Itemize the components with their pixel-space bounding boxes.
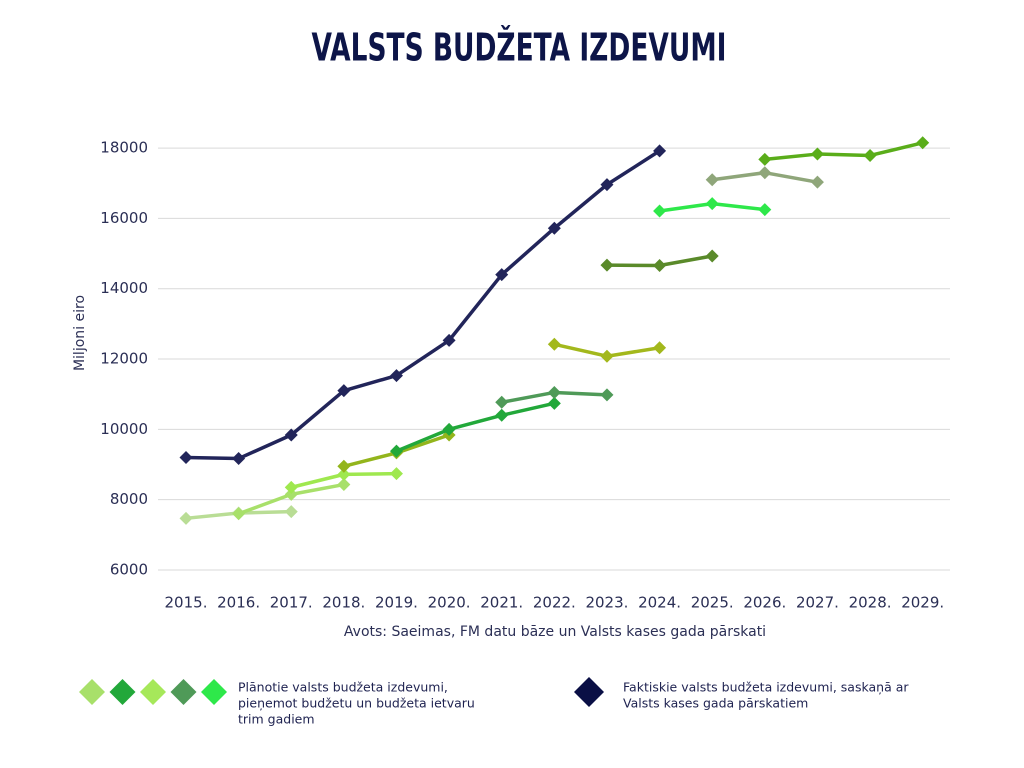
x-tick-label: 2015. xyxy=(165,594,208,612)
point-marker xyxy=(337,478,351,492)
legend-label: pieņemot budžetu un budžeta ietvaru xyxy=(238,696,475,711)
chart-title: VALSTS BUDŽETA IZDEVUMI xyxy=(312,26,727,70)
x-tick-label: 2018. xyxy=(322,594,365,612)
y-tick-label: 18000 xyxy=(100,139,148,157)
point-marker xyxy=(442,422,456,436)
point-marker xyxy=(284,428,298,442)
point-marker xyxy=(600,178,614,192)
point-marker xyxy=(705,249,719,263)
point-marker xyxy=(337,467,351,481)
legend-label: Valsts kases gada pārskatiem xyxy=(623,696,808,711)
x-tick-label: 2026. xyxy=(743,594,786,612)
x-tick-label: 2029. xyxy=(901,594,944,612)
point-marker xyxy=(232,452,246,466)
point-marker xyxy=(547,396,561,410)
legend-swatch xyxy=(109,679,136,705)
point-marker xyxy=(337,384,351,398)
point-marker xyxy=(758,152,772,166)
point-marker xyxy=(705,197,719,211)
point-marker xyxy=(495,395,509,409)
point-marker xyxy=(337,459,351,473)
point-marker xyxy=(600,258,614,272)
legend-swatch xyxy=(79,679,105,705)
series-line xyxy=(764,141,924,162)
x-tick-label: 2024. xyxy=(638,594,681,612)
legend-label: trim gadiem xyxy=(238,712,315,727)
point-marker xyxy=(389,467,403,481)
point-marker xyxy=(232,507,246,521)
point-marker xyxy=(758,203,772,217)
point-marker xyxy=(389,369,403,383)
point-marker xyxy=(389,444,403,458)
point-marker xyxy=(810,147,824,161)
point-marker xyxy=(284,487,298,501)
y-tick-label: 12000 xyxy=(100,350,148,368)
series-line xyxy=(185,149,661,461)
legend-label: Faktiskie valsts budžeta izdevumi, saska… xyxy=(623,680,909,695)
point-marker xyxy=(547,221,561,235)
point-marker xyxy=(916,136,930,150)
point-marker xyxy=(284,505,298,519)
x-tick-label: 2019. xyxy=(375,594,418,612)
legend-swatch xyxy=(140,679,166,705)
point-marker xyxy=(284,480,298,494)
point-marker xyxy=(600,349,614,363)
legend-label: Plānotie valsts budžeta izdevumi, xyxy=(238,680,448,695)
x-tick-label: 2016. xyxy=(217,594,260,612)
y-axis-label: Miljoni eiro xyxy=(72,295,88,371)
legend-swatch xyxy=(574,677,604,707)
point-marker xyxy=(810,175,824,189)
point-marker xyxy=(863,148,877,162)
point-marker xyxy=(653,259,667,273)
x-tick-label: 2023. xyxy=(585,594,628,612)
point-marker xyxy=(653,144,667,158)
y-tick-label: 10000 xyxy=(100,420,148,438)
point-marker xyxy=(495,408,509,422)
point-marker xyxy=(495,268,509,282)
y-tick-label: 8000 xyxy=(110,490,148,508)
x-tick-label: 2025. xyxy=(691,594,734,612)
point-marker xyxy=(705,173,719,187)
x-tick-label: 2017. xyxy=(270,594,313,612)
point-marker xyxy=(547,337,561,351)
x-tick-label: 2028. xyxy=(849,594,892,612)
legend-swatch xyxy=(170,679,197,705)
point-marker xyxy=(179,450,193,464)
point-marker xyxy=(442,333,456,347)
point-marker xyxy=(600,388,614,402)
x-tick-label: 2022. xyxy=(533,594,576,612)
y-tick-label: 16000 xyxy=(100,209,148,227)
point-marker xyxy=(653,341,667,355)
point-marker xyxy=(179,511,193,525)
y-tick-label: 6000 xyxy=(110,561,148,579)
x-tick-label: 2027. xyxy=(796,594,839,612)
series-line xyxy=(395,401,555,453)
legend-swatch xyxy=(201,679,227,705)
x-tick-label: 2020. xyxy=(428,594,471,612)
point-marker xyxy=(758,166,772,180)
source-note: Avots: Saeimas, FM datu bāze un Valsts k… xyxy=(344,624,766,640)
x-tick-label: 2021. xyxy=(480,594,523,612)
point-marker xyxy=(653,204,667,218)
y-tick-label: 14000 xyxy=(100,279,148,297)
point-marker xyxy=(547,385,561,399)
